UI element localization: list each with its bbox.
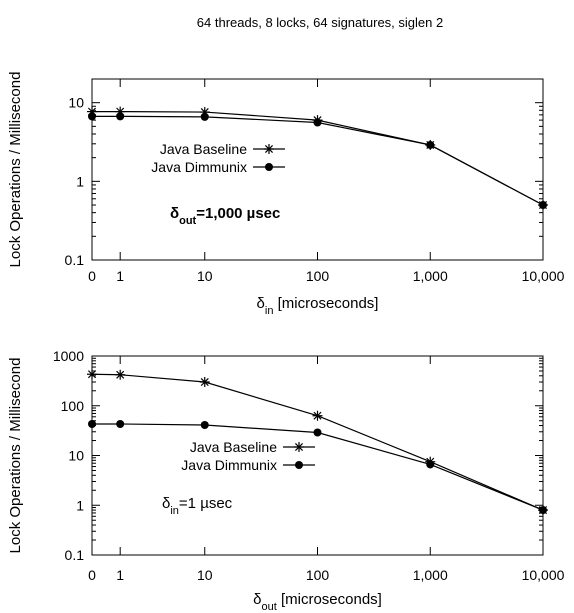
y-tick-label: 1000 [53,348,84,364]
data-point-star [264,144,274,154]
x-axis-title: δin [microseconds] [257,295,379,317]
x-tick-label: 1,000 [413,567,448,583]
legend-label: Java Dimmunix [181,457,277,473]
data-point-circle [295,461,303,469]
y-tick-label: 100 [61,398,85,414]
data-point-circle [313,118,322,127]
y-tick-label: 1 [76,497,84,513]
x-tick-label: 0 [88,567,96,583]
plot-frame [91,355,544,556]
annotation: δout=1,000 µsec [170,205,280,227]
annotation: δin=1 µsec [162,495,233,517]
x-tick-label: 1,000 [413,268,448,284]
data-point-circle [539,506,547,515]
chart-bottom: 0.1 1 10 100 1000 0 1 10 100 1,000 10,000 δout [mic… [7,348,565,613]
x-tick-label: 1 [116,567,124,583]
series-line [92,115,544,206]
x-tick-label: 100 [306,567,330,583]
legend-label: Java Baseline [190,439,277,455]
data-point-circle [426,460,435,469]
x-tick-label: 0 [88,268,96,284]
legend-label: Java Baseline [160,141,247,157]
data-point-circle [265,163,273,171]
y-tick-label: 10 [68,448,84,464]
series-line [92,423,544,511]
legend-label: Java Dimmunix [151,159,247,175]
data-point-circle [200,112,209,121]
y-tick-label: 1 [76,173,84,189]
data-point-star [87,369,97,380]
x-axis-title: δout [microseconds] [253,591,382,613]
x-tick-label: 10,000 [522,567,565,583]
figure-title: 64 threads, 8 locks, 64 signatures, sigl… [197,15,443,30]
data-point-circle [313,428,322,437]
data-point-circle [88,112,96,121]
data-point-star [312,410,323,421]
y-tick-label: 10 [68,95,84,111]
x-tick-label: 10 [197,268,213,284]
data-point-circle [88,419,96,428]
data-point-circle [116,112,125,121]
data-point-circle [539,201,547,210]
x-tick-label: 10 [197,567,213,583]
data-point-star [199,377,210,388]
data-point-circle [116,419,125,428]
data-point-star [294,442,304,452]
y-tick-label: 0.1 [65,547,85,563]
x-tick-label: 10,000 [522,268,565,284]
y-tick-label: 0.1 [65,252,85,268]
data-point-star [115,369,126,380]
y-axis-title: Lock Operations / Millisecond [7,72,24,268]
data-point-circle [200,421,209,430]
data-point-circle [426,140,435,149]
series-line [91,373,544,511]
y-axis-title: Lock Operations / Millisecond [7,358,24,554]
x-tick-label: 1 [116,268,124,284]
x-tick-label: 100 [306,268,330,284]
